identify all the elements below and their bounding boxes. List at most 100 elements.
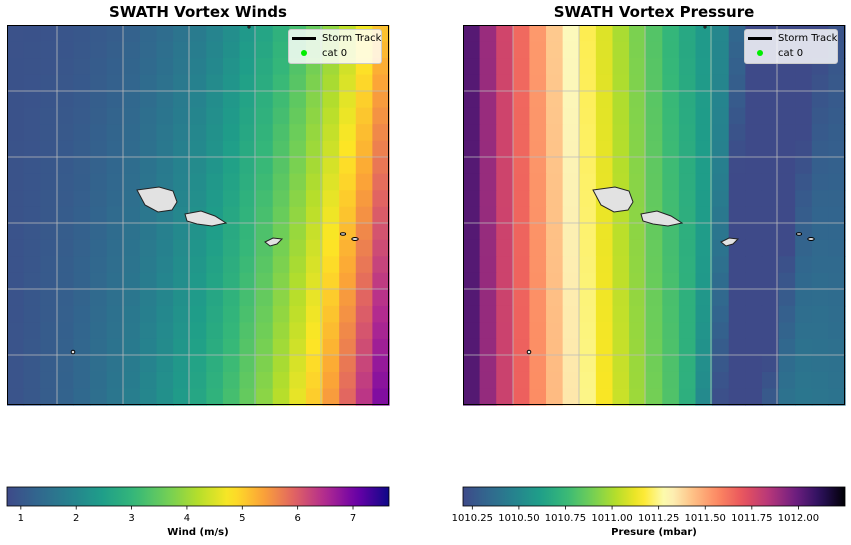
heatmap-cell — [579, 305, 597, 323]
heatmap-cell — [795, 371, 813, 390]
heatmap-cell — [339, 239, 357, 257]
heatmap-cell — [463, 206, 481, 224]
heatmap-cell — [828, 124, 846, 142]
heatmap-cell — [272, 124, 290, 142]
heatmap-cell — [90, 371, 108, 390]
heatmap-cell — [173, 107, 191, 125]
heatmap-cell — [239, 338, 257, 357]
heatmap-cell — [745, 338, 763, 357]
heatmap-cell — [728, 25, 746, 43]
heatmap-cell — [322, 355, 340, 373]
heatmap-cell — [695, 289, 713, 307]
heatmap-cell — [40, 239, 58, 257]
heatmap-cell — [123, 124, 141, 142]
heatmap-cell — [463, 322, 481, 340]
heatmap-cell — [239, 173, 257, 191]
heatmap-cell — [73, 58, 91, 76]
cat0-swatch — [301, 50, 307, 56]
heatmap-cell — [512, 107, 531, 125]
heatmap-cell — [479, 157, 497, 175]
heatmap-cell — [745, 140, 763, 158]
heatmap-cell — [712, 355, 730, 373]
legend-storm-track: Storm Track — [748, 33, 837, 45]
heatmap-cell — [512, 140, 531, 158]
heatmap-cell — [372, 289, 390, 307]
heatmap-cell — [56, 124, 75, 142]
heatmap-cell — [645, 190, 663, 208]
heatmap-cell — [728, 322, 746, 340]
heatmap-cell — [56, 140, 75, 158]
heatmap-cell — [222, 25, 241, 43]
heatmap-cell — [123, 305, 141, 323]
heatmap-cell — [761, 305, 780, 323]
heatmap-cell — [123, 239, 141, 257]
heatmap-cell — [579, 206, 597, 224]
heatmap-cell — [106, 256, 124, 274]
islet-shape — [351, 237, 359, 241]
heatmap-cell — [678, 289, 697, 307]
heatmap-cell — [40, 388, 58, 406]
heatmap-cell — [562, 338, 580, 357]
heatmap-cell — [828, 305, 846, 323]
heatmap-cell — [712, 223, 730, 241]
heatmap-cell — [479, 190, 497, 208]
heatmap-cell — [56, 173, 75, 191]
heatmap-cell — [339, 173, 357, 191]
heatmap-cell — [56, 322, 75, 340]
heatmap-cell — [56, 41, 75, 59]
heatmap-cell — [496, 338, 514, 357]
heatmap-cell — [173, 173, 191, 191]
heatmap-cell — [106, 206, 124, 224]
heatmap-cell — [629, 239, 647, 257]
heatmap-cell — [90, 338, 108, 357]
heatmap-cell — [629, 157, 647, 175]
heatmap-cell — [256, 355, 274, 373]
heatmap-cell — [795, 338, 813, 357]
heatmap-cell — [173, 338, 191, 357]
heatmap-cell — [562, 107, 580, 125]
heatmap-cell — [339, 272, 357, 290]
heatmap-cell — [222, 107, 241, 125]
heatmap-cell — [562, 190, 580, 208]
heatmap-cell — [662, 322, 680, 340]
heatmap-cell — [23, 173, 41, 191]
heatmap-cell — [546, 173, 564, 191]
heatmap-cell — [206, 223, 224, 241]
heatmap-cell — [678, 239, 697, 257]
heatmap-cell — [745, 173, 763, 191]
heatmap-cell — [562, 173, 580, 191]
heatmap-cell — [372, 272, 390, 290]
heatmap-cell — [222, 272, 241, 290]
heatmap-cell — [90, 157, 108, 175]
heatmap-cell — [795, 91, 813, 109]
heatmap-cell — [372, 338, 390, 357]
heatmap-cell — [289, 256, 307, 274]
heatmap-cell — [728, 371, 746, 390]
heatmap-cell — [629, 74, 647, 92]
heatmap-cell — [678, 190, 697, 208]
heatmap-cell — [463, 190, 481, 208]
heatmap-cell — [612, 223, 630, 241]
heatmap-cell — [761, 173, 780, 191]
heatmap-cell — [139, 355, 158, 373]
heatmap-cell — [106, 41, 124, 59]
heatmap-cell — [529, 206, 547, 224]
heatmap-cell — [289, 140, 307, 158]
heatmap-cell — [645, 371, 663, 390]
heatmap-cell — [579, 91, 597, 109]
heatmap-cell — [811, 338, 829, 357]
heatmap-cell — [123, 157, 141, 175]
heatmap-cell — [579, 388, 597, 406]
heatmap-cell — [322, 190, 340, 208]
heatmap-cell — [811, 355, 829, 373]
heatmap-cell — [546, 223, 564, 241]
heatmap-cell — [695, 124, 713, 142]
heatmap-cell — [272, 41, 290, 59]
heatmap-cell — [479, 371, 497, 390]
heatmap-cell — [40, 223, 58, 241]
heatmap-cell — [139, 107, 158, 125]
heatmap-cell — [56, 91, 75, 109]
heatmap-cell — [562, 305, 580, 323]
heatmap-cell — [629, 355, 647, 373]
heatmap-cell — [239, 355, 257, 373]
